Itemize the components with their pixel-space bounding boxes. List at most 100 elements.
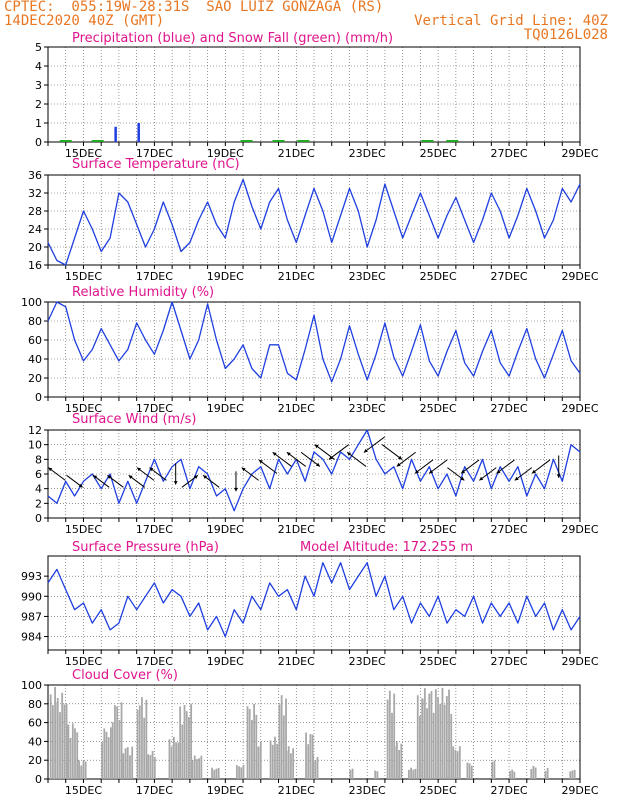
panel-title: Surface Temperature (nC) [72,157,240,172]
panel-pres: 984 987 990 993 15DEC 17DEC 19DEC 21DEC 23DEC 25D… [21,540,599,668]
cloud-bar [314,760,317,779]
wind-arrowhead [258,459,263,464]
cloud-bar [190,703,193,779]
cloud-bar [280,695,283,779]
wind-arrowhead [347,452,352,456]
wind-arrowhead [556,474,561,478]
y-tick-label: 60 [28,334,42,347]
series-line-pres [47,562,581,638]
cloud-bar [421,698,424,779]
cloud-bar [450,713,453,779]
wind-arrow [428,459,448,474]
cloud-bar [215,768,218,779]
cloud-bar [213,769,216,779]
wind-arrowhead [93,475,98,479]
cloud-bar [147,754,150,779]
cloud-bar [124,748,127,779]
x-tick-label: 15DEC [65,655,102,668]
y-tick-label: 2 [35,497,42,510]
wind-arrowhead [396,462,401,467]
x-tick-label: 27DEC [491,784,528,797]
y-tick-label: 32 [28,187,42,200]
cloud-bar [105,731,108,779]
cloud-bar [217,767,220,779]
cloud-bar [393,693,396,779]
cloud-bar [151,750,154,779]
cloud-bar [456,751,459,779]
wind-arrow [136,467,155,481]
wind-arrowhead [286,452,291,456]
panel-annotation: Model Altitude: 172.255 m [300,540,473,555]
y-tick-label: 0 [35,773,42,786]
cloud-bar [101,742,103,779]
wind-arrow [272,451,292,467]
cloud-bar [470,765,473,779]
cloud-bar [141,697,143,779]
x-tick-label: 17DEC [136,784,173,797]
panel-precip: 0 1 2 3 4 5 15DEC 17DEC 19DEC 21DEC 23DEC 25DEC 27DE… [35,31,599,160]
x-tick-label: 29DEC [561,147,598,160]
cloud-bar [309,734,312,779]
y-tick-label: 984 [21,631,42,644]
x-tick-label: 19DEC [207,523,244,536]
y-tick-label: 4 [35,483,42,496]
cloud-bar [511,769,514,779]
x-tick-label: 15DEC [65,523,102,536]
y-tick-label: 3 [35,79,42,92]
x-tick-label: 17DEC [136,402,173,415]
cloud-bar [458,746,461,779]
cloud-bar [238,766,240,779]
cloud-bar [63,704,66,779]
wind-arrowhead [363,448,368,453]
cloud-bar [532,765,535,779]
y-tick-label: 0 [35,136,42,149]
cloud-bar [285,750,288,779]
cloud-bar [49,694,52,779]
cloud-bar [305,732,307,779]
series-line-wind [47,429,581,512]
y-tick-label: 990 [21,590,42,603]
x-tick-label: 15DEC [65,402,102,415]
wind-arrow [396,451,416,467]
x-tick-label: 21DEC [278,523,315,536]
cloud-bar [116,706,119,779]
header-date: 14DEC2020 40Z (GMT) [4,13,165,29]
x-tick-label: 21DEC [278,270,315,283]
cloud-bar [530,768,533,779]
cloud-bar [513,771,516,779]
wind-arrow [149,467,167,481]
wind-arrowhead [479,476,484,481]
cloud-bar [376,771,379,779]
wind-arrowhead [460,476,465,481]
panel-frame [47,429,581,519]
panel-title: Surface Wind (m/s) [72,412,196,427]
cloud-bar [257,746,260,779]
cloud-bar [278,704,281,779]
cloud-bar [193,755,196,779]
x-tick-label: 29DEC [561,655,598,668]
cloud-bar [61,692,64,779]
y-tick-label: 20 [28,372,42,385]
series-line-rh [47,301,581,383]
wind-arrow [300,451,321,467]
wind-arrow [479,467,497,481]
x-tick-label: 23DEC [349,147,386,160]
cloud-bar [120,702,123,779]
wind-arrowhead [461,469,466,474]
cloud-bar [103,728,106,779]
cloud-bar [454,749,457,779]
cloud-bar [271,744,274,779]
series-line-temp [47,178,581,266]
y-tick-label: 28 [28,205,42,218]
cloud-bar [312,755,315,779]
cloud-bar [290,753,292,779]
wind-arrowhead [314,444,319,449]
cloud-bar [168,739,171,779]
cloud-bar [439,703,442,779]
cloud-bar [51,705,54,779]
wind-arrow [346,451,367,467]
x-tick-label: 17DEC [136,655,173,668]
x-tick-label: 23DEC [349,655,386,668]
cloud-bar [419,715,421,779]
cloud-bar [211,767,213,779]
